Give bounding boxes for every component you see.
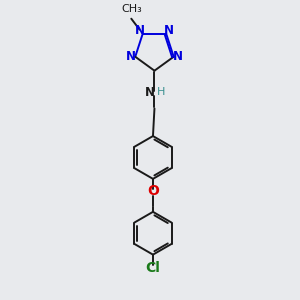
Text: N: N [173, 50, 183, 63]
Text: N: N [126, 50, 136, 63]
Text: O: O [147, 184, 159, 198]
Text: CH₃: CH₃ [121, 4, 142, 14]
Text: H: H [157, 87, 166, 97]
Text: N: N [135, 24, 145, 37]
Text: Cl: Cl [146, 261, 160, 275]
Text: N: N [145, 85, 155, 99]
Text: N: N [164, 24, 174, 37]
